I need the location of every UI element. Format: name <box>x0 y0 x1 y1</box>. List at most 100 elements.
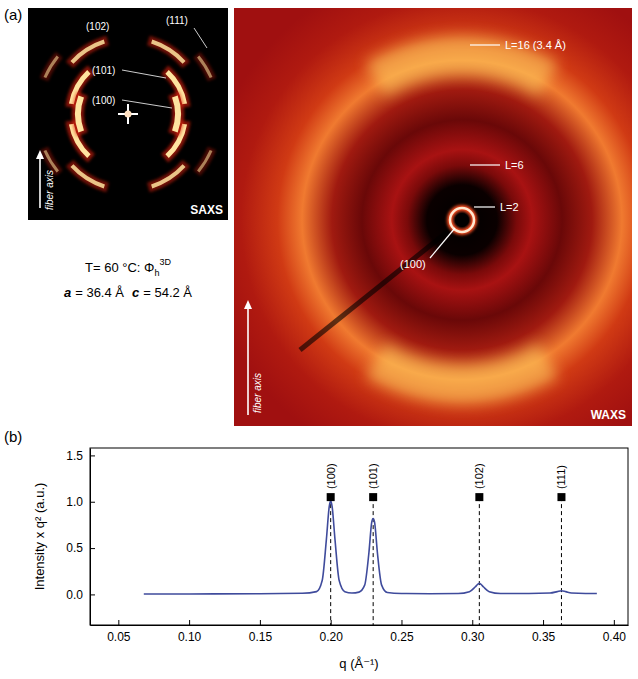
reflection-label: (100) <box>400 258 426 270</box>
saxs-arc-glow <box>66 36 109 68</box>
tick: 0.35 <box>532 620 556 644</box>
waxs-inner-ring-glow <box>450 208 474 232</box>
tick: 0.30 <box>461 620 485 644</box>
saxs-pattern <box>40 36 216 193</box>
tick-label: 0.40 <box>603 630 627 644</box>
waxs-meridional-arc <box>365 344 558 405</box>
tick-label: 0.10 <box>178 630 202 644</box>
beam-cross <box>118 104 138 124</box>
tick-mark <box>260 620 261 625</box>
reflection-label: (100) <box>92 95 115 106</box>
tick-mark <box>90 594 95 595</box>
image-title: WAXS <box>591 408 626 422</box>
panel-letter: (a) <box>4 6 22 23</box>
waxs-image: L=16 (3.4 Å)L=6L=2(100)fiber axisWAXS <box>234 8 632 426</box>
lattice-symbol: a <box>64 285 71 300</box>
tick-mark <box>118 620 119 625</box>
tick-mark <box>189 620 190 625</box>
tick: 0.5 <box>66 541 95 555</box>
lattice-symbol: c <box>132 285 140 300</box>
saxs-background <box>28 8 228 220</box>
tick-mark <box>90 548 95 549</box>
tick-label: 0.35 <box>532 630 556 644</box>
tick: 0.10 <box>178 620 202 644</box>
peak-label: (102) <box>473 463 485 489</box>
reference-line <box>561 497 562 625</box>
fiber-arrow-head <box>244 300 252 309</box>
reflection-label: (101) <box>92 65 115 76</box>
leader-line <box>122 100 172 108</box>
plot-area <box>144 493 597 625</box>
tick-label: 0.20 <box>320 630 344 644</box>
reflection-label: L=6 <box>505 159 524 171</box>
saxs-arc <box>75 95 84 132</box>
plot-frame <box>90 448 628 625</box>
saxs-arc-glow <box>147 160 190 192</box>
saxs-arc-glow <box>72 91 88 137</box>
peak-label: (100) <box>325 463 337 489</box>
leader-line <box>470 164 500 165</box>
beamstop-holder <box>300 220 462 350</box>
waxs-inner-ring <box>450 208 474 232</box>
leader-line <box>194 28 207 48</box>
peak-marker <box>557 493 565 501</box>
peak-label: (111) <box>555 465 567 489</box>
tick: 0.0 <box>66 588 95 602</box>
chart: 0.050.100.150.200.250.300.350.400.00.51.… <box>32 448 629 671</box>
panel-letter: (b) <box>4 428 22 445</box>
phase-text: T= 60 °C: Φ <box>85 260 154 275</box>
tick-mark <box>543 620 544 625</box>
leader-line <box>474 206 495 207</box>
y-axis-title: Intensity x q² (a.u.) <box>32 483 47 591</box>
tick-mark <box>472 620 473 625</box>
saxs-arc <box>197 150 212 173</box>
fiber-arrow <box>247 308 249 415</box>
tick-label: 1.5 <box>66 449 83 463</box>
leader-line <box>122 70 166 78</box>
tick: 1.5 <box>66 449 95 463</box>
tick-mark <box>401 620 402 625</box>
saxs-arc-glow <box>147 36 190 68</box>
waxs-pattern <box>234 8 632 426</box>
tick-label: 0.30 <box>461 630 485 644</box>
reference-line <box>373 497 374 625</box>
tick-label: 1.0 <box>66 495 83 509</box>
tick: 1.0 <box>66 495 95 509</box>
tick: 0.25 <box>390 620 414 644</box>
fiber-arrow-head <box>36 150 44 159</box>
saxs-arc-glow <box>193 52 216 81</box>
saxs-arc <box>197 56 212 79</box>
leader-line <box>430 228 455 258</box>
saxs-arc-glow <box>193 147 216 176</box>
fiber-arrow <box>39 158 41 208</box>
reference-line <box>479 497 480 625</box>
phase-subscript: h <box>154 268 159 278</box>
x-axis-title: q (Å⁻¹) <box>339 656 378 671</box>
tick-label: 0.25 <box>390 630 414 644</box>
peak-marker <box>327 493 335 501</box>
phase-superscript: 3D <box>159 257 171 267</box>
x-axis: 0.050.100.150.200.250.300.350.40 <box>91 620 629 644</box>
waxs-background <box>234 8 632 426</box>
saxs-arc <box>151 40 185 64</box>
saxs-arc <box>44 150 59 173</box>
saxs-arc-glow <box>40 52 63 81</box>
tick-mark <box>90 502 95 503</box>
peak-marker <box>475 493 483 501</box>
tick: 0.20 <box>320 620 344 644</box>
tick: 0.40 <box>603 620 627 644</box>
saxs-arc <box>172 95 181 132</box>
tick-mark <box>614 620 615 625</box>
reflection-label: (111) <box>166 15 188 26</box>
leader-line <box>470 44 500 45</box>
tick-label: 0.05 <box>107 630 131 644</box>
reference-line <box>330 497 331 625</box>
y-axis: 0.0 0.5 1.0 1.5 <box>66 449 95 626</box>
tick-mark <box>90 455 95 456</box>
peak-marker <box>369 493 377 501</box>
saxs-arc-glow <box>66 160 109 192</box>
lattice-value: = 54.2 Å <box>143 285 192 300</box>
tick-label: 0.5 <box>66 541 83 555</box>
peak-label: (101) <box>367 463 379 489</box>
reflection-label: (102) <box>86 21 109 32</box>
